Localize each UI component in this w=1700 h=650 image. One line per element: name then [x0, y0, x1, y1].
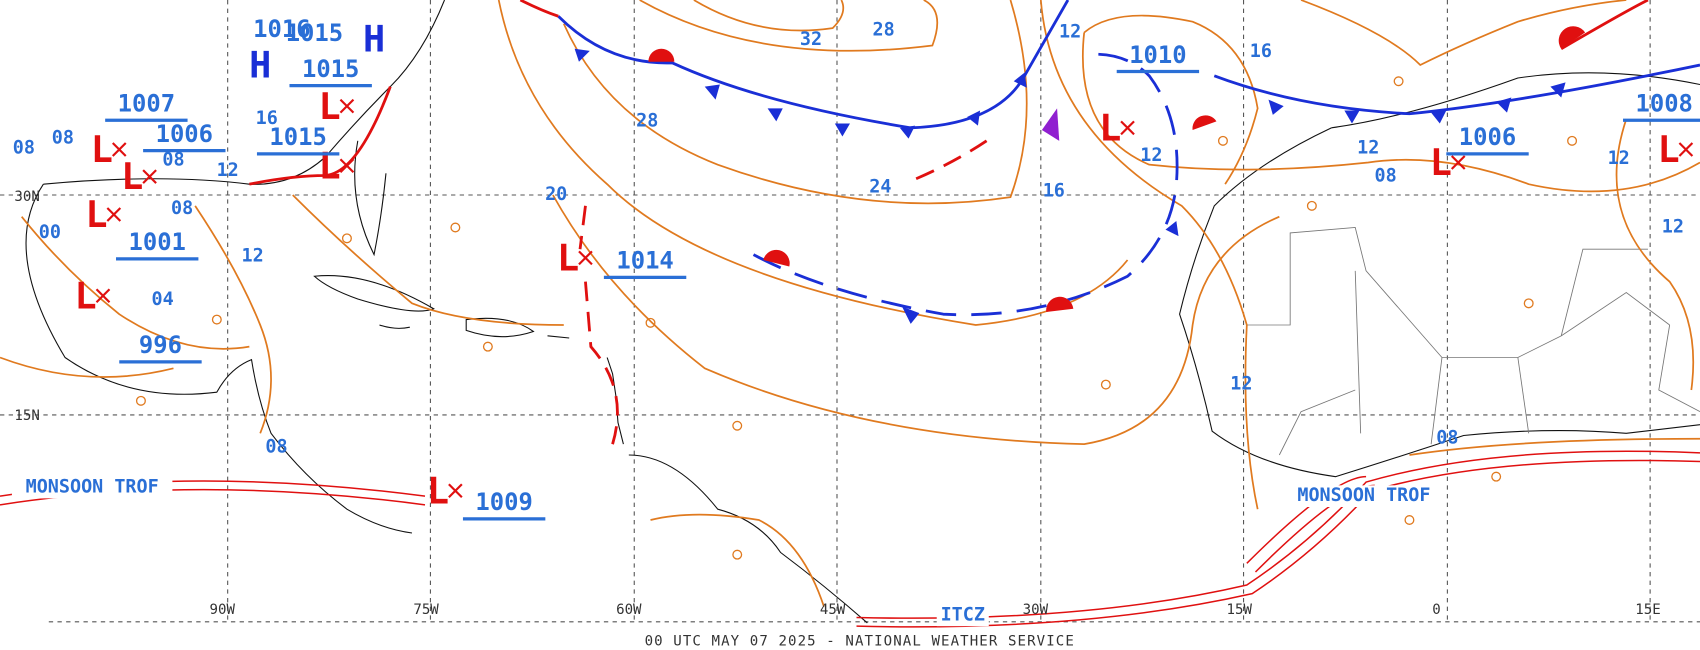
pressure-label: 1010	[1129, 41, 1186, 69]
pressure-label: 1015	[269, 123, 326, 151]
isobar-label: 20	[545, 184, 567, 205]
low-x	[339, 98, 355, 114]
low-x	[1450, 155, 1466, 170]
troughs	[0, 450, 1700, 628]
low-symbol: L	[1657, 128, 1679, 171]
isobar-label: 08	[265, 436, 287, 457]
isobar-label: 12	[1230, 374, 1252, 395]
longitude-label: 75W	[413, 602, 439, 618]
feature-bg	[1283, 485, 1445, 507]
pressure-label: 1014	[616, 247, 673, 275]
latitude-label: 15N	[14, 408, 39, 424]
low-symbol: L	[1099, 107, 1121, 150]
isobar-label: 28	[873, 19, 895, 40]
pressure-label: 1001	[129, 228, 186, 256]
low-symbol: L	[1430, 141, 1452, 184]
feature-label: MONSOON TROF	[26, 477, 159, 498]
low-x	[1120, 120, 1135, 136]
longitude-label: 45W	[820, 602, 846, 618]
isobar-label: 08	[52, 128, 74, 149]
feature-label: ITCZ	[941, 604, 985, 625]
isobar-label: 12	[1662, 217, 1684, 238]
longitude-label: 90W	[210, 602, 236, 618]
longitude-label: 60W	[616, 602, 642, 618]
footer: 00 UTC MAY 07 2025 - NATIONAL WEATHER SE…	[645, 633, 1075, 649]
low-symbol: L	[427, 469, 449, 512]
high-symbol: H	[249, 44, 271, 87]
latitude-label: 30N	[14, 189, 39, 205]
longitude-label: 15E	[1635, 602, 1660, 618]
pressure-label: 1016	[253, 15, 310, 43]
low-x	[106, 207, 122, 222]
isobars	[0, 0, 1700, 607]
feature-bg	[11, 476, 173, 499]
low-symbol: L	[75, 274, 97, 317]
pressure-label: 1008	[1636, 90, 1693, 118]
low-x	[142, 169, 157, 184]
longitude-label: 0	[1432, 602, 1440, 618]
high-symbol: H	[363, 18, 385, 61]
isobar-label: 12	[1059, 22, 1081, 43]
pressure-label: 1007	[118, 90, 175, 118]
feature-bg	[936, 604, 989, 627]
low-symbol: L	[557, 237, 579, 280]
pressure-label: 1015	[302, 55, 359, 83]
isobar-label: 12	[217, 160, 239, 181]
borders	[1246, 227, 1700, 456]
isobar-label: 16	[256, 108, 278, 129]
isobar-label: 08	[162, 149, 184, 170]
isobar-label: 12	[242, 246, 264, 267]
low-x	[339, 158, 355, 174]
pressure-label: 996	[139, 331, 182, 359]
pressure-label: 1006	[1459, 123, 1516, 151]
isobar-label: 08	[171, 198, 193, 219]
isobar-label: 16	[1043, 181, 1065, 202]
isobar-label: 28	[636, 110, 658, 131]
low-symbol: L	[121, 155, 143, 198]
low-x	[578, 250, 593, 266]
low-x	[95, 288, 111, 304]
isobar-label: 08	[13, 137, 35, 158]
isobar-label: 00	[39, 222, 61, 243]
isobar-label: 04	[152, 289, 174, 310]
feature-label: MONSOON TROF	[1297, 485, 1430, 506]
low-x	[1678, 142, 1694, 157]
isobar-label: 32	[800, 29, 822, 50]
isobar-label: 08	[1374, 166, 1396, 187]
isobar-label: 16	[1250, 41, 1272, 62]
low-symbol: L	[91, 128, 113, 171]
pressure-label: 1006	[156, 120, 213, 148]
low-x	[448, 483, 463, 499]
isobar-label: 12	[1140, 145, 1162, 166]
low-symbol: L	[318, 85, 340, 128]
fronts	[249, 0, 1700, 445]
isobar-label: 12	[1608, 148, 1630, 169]
isobar-label: 24	[869, 176, 891, 197]
longitude-label: 15W	[1226, 602, 1252, 618]
stations	[135, 76, 1578, 560]
coastlines	[25, 0, 1700, 624]
low-x	[111, 142, 127, 157]
isobar-label: 08	[1436, 428, 1458, 449]
low-symbol: L	[85, 193, 107, 236]
pressure-label: 1015	[286, 19, 343, 47]
longitude-label: 30W	[1023, 602, 1049, 618]
pressure-label: 1009	[475, 488, 532, 516]
grid	[0, 0, 1700, 623]
isobar-label: 12	[1357, 137, 1379, 158]
